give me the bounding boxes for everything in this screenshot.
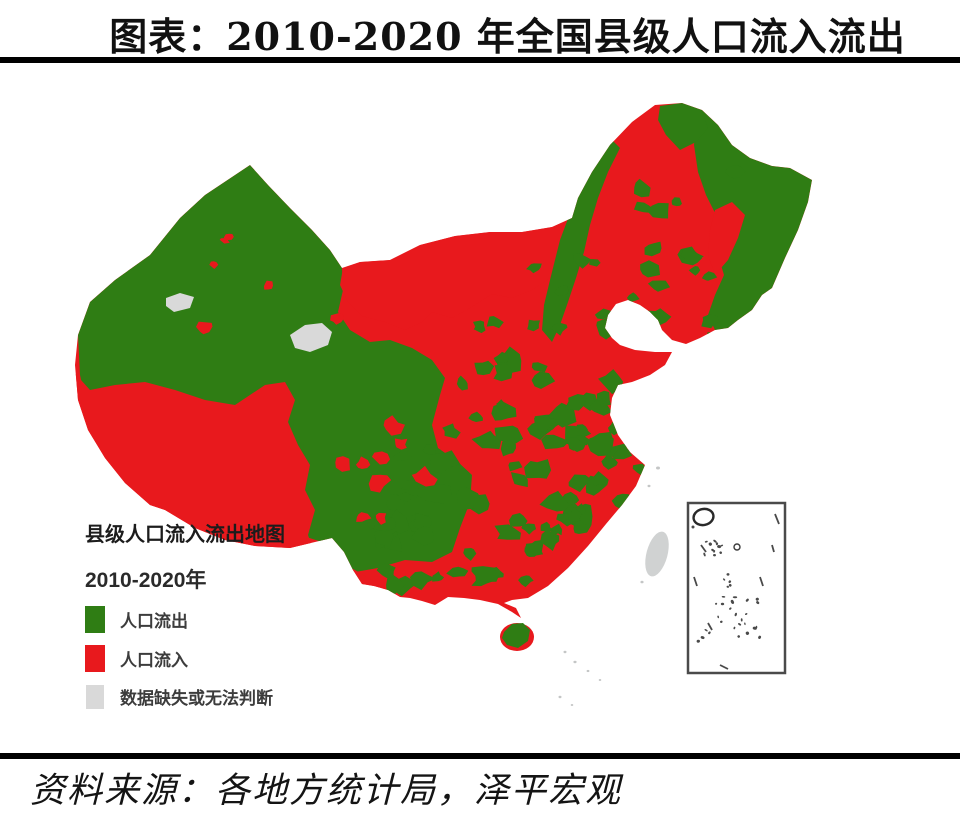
missing-data-label: 数据缺失或无法判断 (120, 689, 273, 708)
inflow-label: 人口流入 (120, 651, 188, 670)
region-inner-mongolia-red (340, 218, 576, 330)
county-mottle (196, 165, 746, 597)
legend-title: 县级人口流入流出地图 (85, 524, 285, 546)
region-taiwan-gray (645, 531, 669, 577)
inflow-swatch (85, 645, 105, 672)
inset-hainan-outline (692, 507, 715, 527)
region-northeast-top-green (658, 103, 708, 150)
region-turpan-gray (290, 323, 332, 352)
missing-data-swatch (86, 684, 104, 709)
legend-row-inflow: 人口流入 (85, 645, 385, 672)
region-mudanjiang-red (708, 202, 745, 275)
figure-title: 图表：2010-2020 年全国县级人口流入流出 (109, 14, 906, 59)
title-divider-rule (0, 57, 960, 63)
map-canvas (75, 103, 812, 706)
south-china-sea-inset (686, 501, 787, 675)
region-west-tibet-red (75, 370, 400, 610)
region-hainan (500, 623, 534, 651)
legend-row-outflow: 人口流出 (85, 606, 385, 633)
legend-period: 2010-2020年 (85, 569, 207, 592)
data-source-note: 资料来源：各地方统计局，泽平宏观 (30, 771, 623, 811)
outflow-swatch (85, 606, 105, 633)
outflow-label: 人口流出 (120, 612, 188, 631)
inset-ring-island (733, 543, 741, 551)
map-regions (75, 103, 812, 610)
region-northeast-east-green (694, 110, 812, 330)
footer-divider-rule (0, 753, 960, 759)
inset-island-clusters (696, 539, 762, 643)
legend-row-missing: 数据缺失或无法判断 (85, 684, 385, 709)
map-legend: 县级人口流入流出地图 2010-2020年 人口流出 人口流入 数据缺失或无法判… (85, 518, 385, 709)
region-ili-gray (166, 293, 194, 312)
china-population-flow-map: 县级人口流入流出地图 2010-2020年 人口流出 人口流入 数据缺失或无法判… (60, 90, 940, 750)
offshore-island-dots (558, 466, 660, 706)
inset-island-dot (691, 525, 695, 529)
inset-island-dashes (693, 513, 780, 670)
